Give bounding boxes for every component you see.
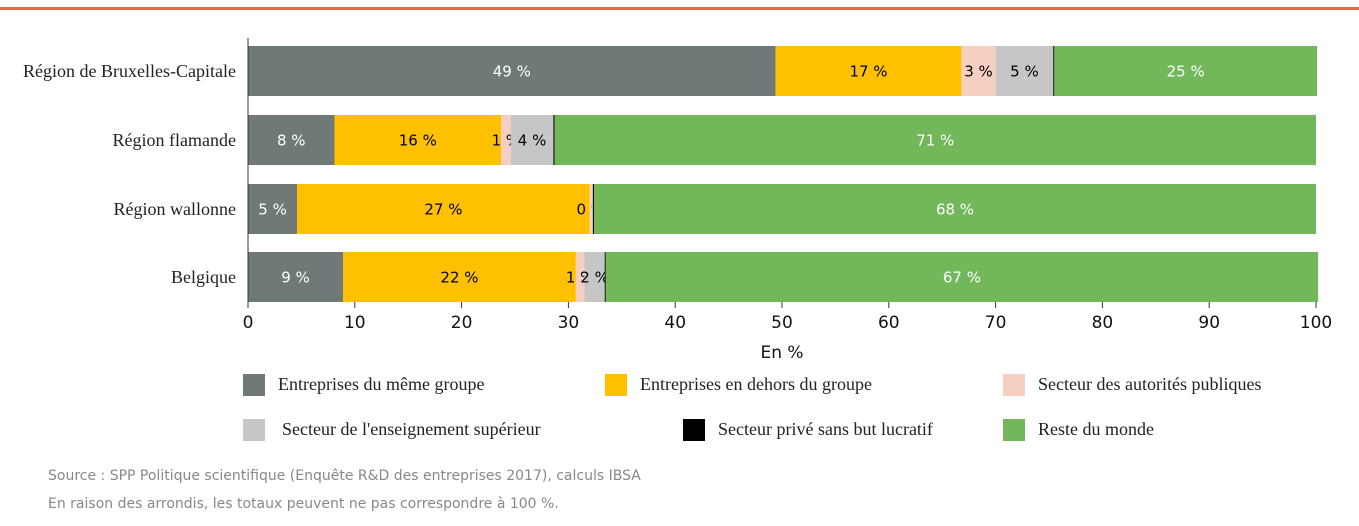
bar-segment	[248, 115, 335, 165]
x-tick-label: 10	[344, 313, 366, 333]
legend-label: Reste du monde	[1038, 419, 1154, 439]
data-label: 2 %	[580, 269, 609, 287]
x-tick-label: 30	[558, 313, 580, 333]
x-tick-label: 80	[1092, 313, 1114, 333]
bar-segment	[589, 184, 592, 234]
bar-segment	[995, 46, 1054, 96]
bar-segment	[343, 252, 576, 302]
top-rule	[0, 7, 1359, 10]
bar-segment	[775, 46, 962, 96]
data-label: 5 %	[258, 201, 287, 219]
x-tick-label: 60	[878, 313, 900, 333]
data-label: 27 %	[424, 201, 462, 219]
legend-swatch	[1003, 374, 1025, 396]
legend-swatch	[243, 374, 265, 396]
bar-segment	[501, 115, 511, 165]
bar-segment	[592, 184, 595, 234]
bar-segment	[605, 252, 1319, 302]
legend-label: Entreprises en dehors du groupe	[640, 374, 872, 394]
bar-segment	[297, 184, 590, 234]
category-label: Région wallonne	[113, 199, 236, 219]
data-label: 8 %	[277, 132, 306, 150]
legend-swatch	[683, 419, 705, 441]
data-label: 4 %	[518, 132, 547, 150]
x-tick-label: 40	[664, 313, 686, 333]
bar-segment	[510, 115, 554, 165]
x-tick-label: 100	[1300, 313, 1332, 333]
bar-segment	[554, 115, 1316, 165]
bar-segment	[594, 184, 1316, 234]
data-label: 17 %	[849, 63, 887, 81]
legend-swatch	[605, 374, 627, 396]
bar-segment	[604, 252, 606, 302]
bar-segment	[553, 115, 555, 165]
bar-segment	[248, 184, 298, 234]
bar-segment	[334, 115, 502, 165]
legend-label: Secteur privé sans but lucratif	[718, 419, 933, 439]
data-label: 25 %	[1167, 63, 1205, 81]
bar-segment	[575, 252, 585, 302]
category-label: Région flamande	[112, 130, 236, 150]
data-label: 3 %	[964, 63, 993, 81]
x-tick-label: 70	[985, 313, 1007, 333]
x-tick-label: 50	[771, 313, 793, 333]
data-label: 16 %	[399, 132, 437, 150]
data-label: 71 %	[916, 132, 954, 150]
x-tick-label: 90	[1198, 313, 1220, 333]
category-label: Région de Bruxelles-Capitale	[23, 61, 236, 81]
rounding-note: En raison des arrondis, les totaux peuve…	[48, 496, 559, 512]
legend-label: Entreprises du même groupe	[278, 374, 484, 394]
legend-label: Secteur des autorités publiques	[1038, 374, 1261, 394]
category-label: Belgique	[171, 267, 236, 287]
data-label: 49 %	[493, 63, 531, 81]
data-label: 5 %	[1010, 63, 1039, 81]
x-tick-label: 20	[451, 313, 473, 333]
data-label: 68 %	[936, 201, 974, 219]
data-label: 9 %	[281, 269, 310, 287]
bar-segment	[248, 252, 344, 302]
data-label: 22 %	[440, 269, 478, 287]
legend-swatch	[1003, 419, 1025, 441]
legend-label: Secteur de l'enseignement supérieur	[282, 419, 541, 439]
bar-segment	[591, 184, 593, 234]
legend-swatch	[243, 419, 265, 441]
bar-segment	[248, 46, 776, 96]
bar-segment	[1053, 46, 1055, 96]
bar-segment	[584, 252, 605, 302]
x-axis-label: En %	[760, 343, 803, 363]
x-tick-label: 0	[243, 313, 254, 333]
data-label: 67 %	[943, 269, 981, 287]
bar-segment	[961, 46, 996, 96]
bar-segment	[1054, 46, 1318, 96]
source-note: Source : SPP Politique scientifique (Enq…	[48, 468, 641, 484]
